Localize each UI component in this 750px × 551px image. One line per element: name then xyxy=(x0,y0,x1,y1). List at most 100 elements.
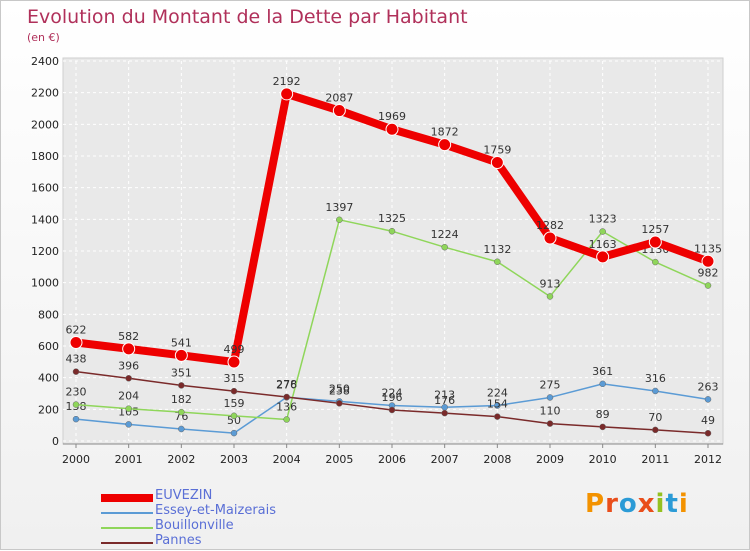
logo-letter: t xyxy=(665,489,679,519)
data-point xyxy=(125,405,132,412)
data-point xyxy=(704,396,712,403)
y-tick-label: 1800 xyxy=(31,150,59,163)
proxiti-logo: Proxiti xyxy=(585,489,689,519)
logo-letter: o xyxy=(618,489,638,519)
x-tick-label: 2010 xyxy=(589,453,617,466)
data-label: 361 xyxy=(592,365,613,378)
data-label: 224 xyxy=(487,387,508,400)
data-label: 499 xyxy=(224,343,245,356)
chart-title: Evolution du Montant de la Dette par Hab… xyxy=(27,6,468,28)
data-point xyxy=(546,420,554,427)
data-point xyxy=(599,380,606,388)
y-tick-label: 1400 xyxy=(31,213,59,226)
y-tick-label: 1000 xyxy=(31,277,59,290)
x-tick-label: 2011 xyxy=(641,453,669,466)
y-tick-label: 400 xyxy=(38,372,59,385)
data-point xyxy=(178,408,185,416)
x-tick-label: 2005 xyxy=(325,453,353,466)
data-point xyxy=(227,355,241,369)
data-point xyxy=(69,336,83,350)
series-essey-et-maizerais: 1381057650276250224213224275361316263 xyxy=(66,365,719,437)
data-point xyxy=(174,348,188,362)
data-label: 913 xyxy=(540,277,561,290)
data-label: 224 xyxy=(382,387,403,400)
data-point xyxy=(546,293,554,300)
data-label: 76 xyxy=(174,410,188,423)
data-label: 396 xyxy=(118,359,139,372)
data-point xyxy=(336,400,343,407)
legend-swatch xyxy=(101,527,153,529)
data-point xyxy=(543,231,557,245)
x-tick-label: 2006 xyxy=(378,453,406,466)
data-label: 1282 xyxy=(536,219,564,232)
logo-letter: P xyxy=(585,489,606,519)
data-point xyxy=(280,87,294,101)
data-label: 263 xyxy=(698,380,719,393)
data-label: 1397 xyxy=(325,201,353,214)
y-tick-label: 2400 xyxy=(31,55,59,68)
y-tick-label: 2200 xyxy=(31,87,59,100)
data-label: 2087 xyxy=(325,92,353,105)
data-point xyxy=(72,415,80,423)
data-point xyxy=(441,409,448,417)
data-label: 1257 xyxy=(641,223,669,236)
data-point xyxy=(494,402,501,409)
y-tick-label: 200 xyxy=(38,403,59,416)
data-point xyxy=(441,243,448,251)
data-label: 438 xyxy=(66,353,87,366)
logo-letter: i xyxy=(655,489,666,519)
data-point xyxy=(122,342,136,356)
x-tick-label: 2007 xyxy=(431,453,459,466)
data-label: 1325 xyxy=(378,212,406,225)
logo-letter: r xyxy=(605,489,619,519)
legend-label: Bouillonville xyxy=(155,518,234,533)
y-tick-label: 2000 xyxy=(31,118,59,131)
data-label: 582 xyxy=(118,330,139,343)
data-point xyxy=(652,426,659,434)
data-label: 275 xyxy=(540,378,561,391)
legend-swatch xyxy=(101,542,153,544)
data-point xyxy=(230,412,238,420)
legend-label: Pannes xyxy=(155,533,202,548)
data-point xyxy=(388,406,396,414)
data-label: 982 xyxy=(698,267,719,280)
series-pannes: 438 396 351 315 278 238 196 176 154 110 89 70 49 xyxy=(66,353,715,437)
data-point xyxy=(599,228,606,235)
data-point xyxy=(652,258,659,266)
data-label: 278 xyxy=(276,378,297,391)
data-point xyxy=(336,216,343,224)
data-label: 49 xyxy=(701,414,715,427)
data-point xyxy=(230,429,238,437)
data-point xyxy=(283,416,290,423)
data-label: 136 xyxy=(276,400,297,413)
data-label: 250 xyxy=(329,382,350,395)
data-point xyxy=(72,401,80,408)
legend-swatch xyxy=(101,494,153,502)
data-label: 154 xyxy=(487,398,508,411)
data-point xyxy=(546,394,554,401)
data-label: 50 xyxy=(227,414,241,427)
x-tick-label: 2000 xyxy=(62,453,90,466)
data-label: 159 xyxy=(224,397,245,410)
data-point xyxy=(652,387,659,395)
data-point xyxy=(494,258,501,266)
data-label: 622 xyxy=(66,324,87,337)
data-point xyxy=(125,375,132,382)
data-label: 1224 xyxy=(431,228,459,241)
data-label: 351 xyxy=(171,366,192,379)
data-label: 196 xyxy=(382,391,403,404)
y-tick-label: 0 xyxy=(52,435,59,448)
x-tick-label: 2009 xyxy=(536,453,564,466)
data-label: 1759 xyxy=(483,143,511,156)
data-point xyxy=(490,155,504,169)
data-point xyxy=(494,413,501,420)
data-label: 2192 xyxy=(273,75,301,88)
data-label: 541 xyxy=(171,336,192,349)
data-label: 316 xyxy=(645,372,666,385)
logo-letter: i xyxy=(678,489,689,519)
data-point xyxy=(125,421,132,428)
data-label: 230 xyxy=(66,386,87,399)
data-point xyxy=(648,235,662,249)
data-point xyxy=(332,104,346,118)
